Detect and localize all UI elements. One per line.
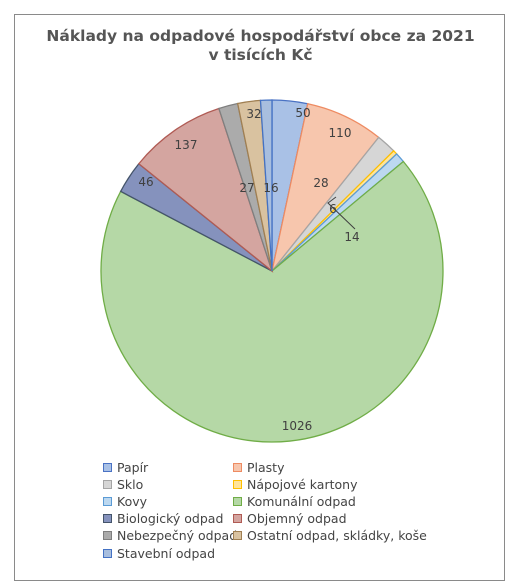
pie-slice-6 <box>100 160 444 443</box>
legend-swatch <box>103 548 112 558</box>
legend-swatch <box>233 514 242 524</box>
pie-slice-11 <box>259 99 273 272</box>
legend-item: Stavební odpad <box>103 545 215 561</box>
legend-swatch <box>103 514 112 524</box>
data-label-2: 110 <box>329 126 352 140</box>
data-label-8: 137 <box>175 138 198 152</box>
legend-swatch <box>233 531 242 541</box>
chart-title-block: Náklady na odpadové hospodářství obce za… <box>15 27 506 65</box>
leader-line-4 <box>327 196 356 230</box>
legend-swatch <box>103 462 112 472</box>
legend-item: Nápojové kartony <box>233 476 357 492</box>
data-label-9: 27 <box>239 181 254 195</box>
legend-item: Biologický odpad <box>103 511 223 527</box>
legend-item: Komunální odpad <box>233 493 356 509</box>
data-label-5: 14 <box>344 230 359 244</box>
chart-title: Náklady na odpadové hospodářství obce za… <box>46 27 475 45</box>
data-label-7: 46 <box>138 175 153 189</box>
legend-swatch <box>103 479 112 489</box>
data-label-4: 6 <box>329 202 337 216</box>
legend-label: Sklo <box>117 476 144 492</box>
legend-label: Ostatní odpad, skládky, koše <box>247 528 427 544</box>
legend-item: Ostatní odpad, skládky, koše <box>233 528 427 544</box>
data-label-1: 50 <box>295 106 310 120</box>
legend-label: Biologický odpad <box>117 511 224 527</box>
data-label-3: 28 <box>313 176 328 190</box>
legend-label: Nebezpečný odpad <box>117 528 238 544</box>
pie-slice-8 <box>137 107 274 273</box>
legend-label: Objemný odpad <box>247 511 347 527</box>
legend-item: Nebezpečný odpad <box>103 528 237 544</box>
legend-swatch <box>103 496 112 506</box>
legend-label: Plasty <box>247 459 285 475</box>
pie-chart: 50 110 286 14 1026 46 137 27 32 16 <box>100 99 444 443</box>
legend-swatch <box>233 479 242 489</box>
legend-item: Sklo <box>103 476 143 492</box>
legend-item: Papír <box>103 459 148 475</box>
legend-item: Plasty <box>233 459 284 475</box>
chart-frame: Náklady na odpadové hospodářství obce za… <box>14 14 505 581</box>
legend-item: Objemný odpad <box>233 511 347 527</box>
legend-label: Komunální odpad <box>247 493 356 509</box>
data-label-11: 16 <box>263 181 278 195</box>
legend-swatch <box>233 496 242 506</box>
legend-swatch <box>233 462 242 472</box>
chart-subtitle: v tisících Kč <box>208 46 313 64</box>
legend-item: Kovy <box>103 493 147 509</box>
legend-label: Stavební odpad <box>117 545 215 561</box>
data-label-10: 32 <box>246 107 261 121</box>
legend-label: Kovy <box>117 493 148 509</box>
legend-swatch <box>103 531 112 541</box>
legend-label: Nápojové kartony <box>247 476 358 492</box>
data-label-6: 1026 <box>282 419 313 433</box>
legend-label: Papír <box>117 459 149 475</box>
